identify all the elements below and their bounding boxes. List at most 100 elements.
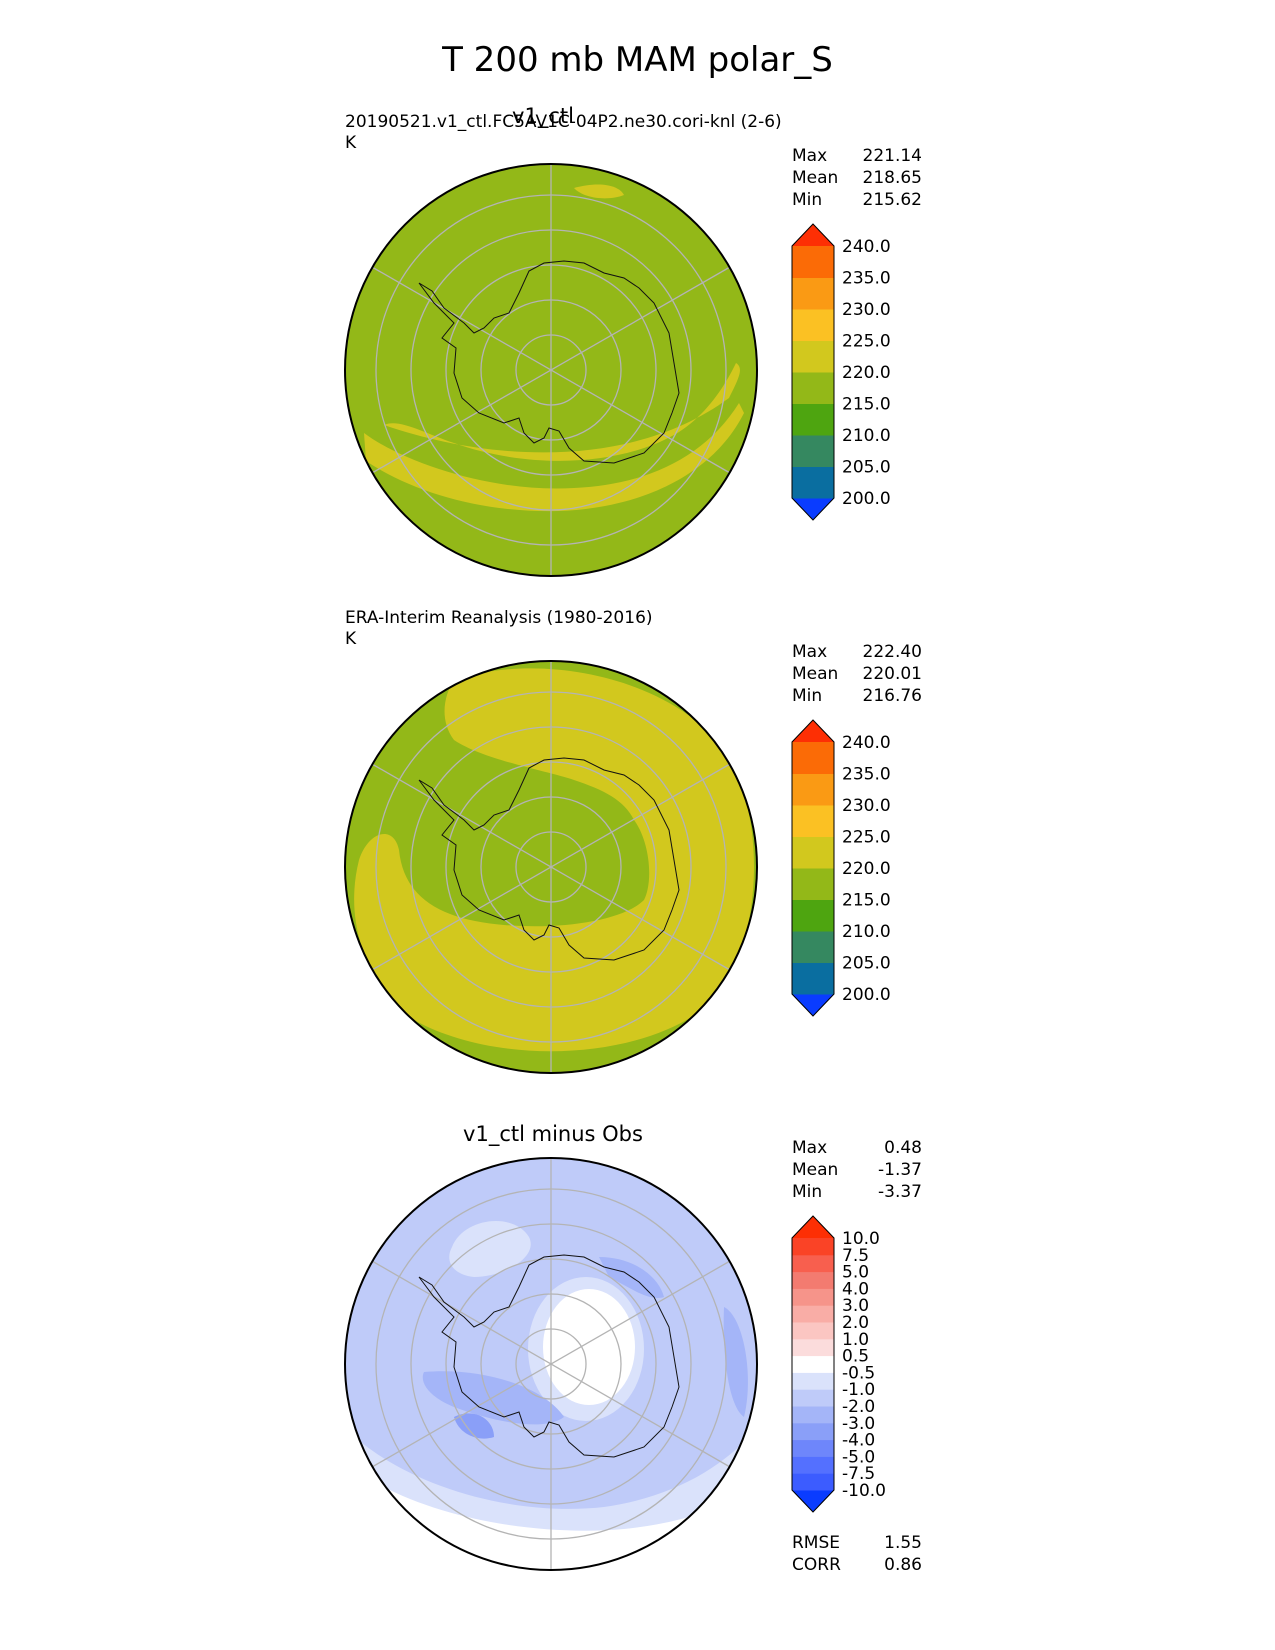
- panel2-colorbar-segment: [792, 836, 834, 869]
- panel2-colorbar-tick-label: 240.0: [842, 733, 891, 753]
- panel3-colorbar-segment: [792, 1355, 834, 1373]
- panel2-stat-mean-label: Mean: [792, 664, 839, 684]
- panel1-colorbar-tick-label: 220.0: [842, 363, 891, 383]
- panel3-rmse-label: RMSE: [792, 1533, 841, 1553]
- panel2-colorbar-tick-label: 220.0: [842, 859, 891, 879]
- panel1-center-title: v1_ctl: [512, 104, 574, 128]
- panel3-colorbar-segment: [792, 1372, 834, 1390]
- panel2-colorbar-segment: [792, 931, 834, 963]
- panel1-left-title: 20190521.v1_ctl.FC5AV1C-04P2.ne30.cori-k…: [345, 112, 782, 154]
- panel2-colorbar-tick-label: 230.0: [842, 796, 891, 816]
- panel2-stat-mean-value: 220.01: [862, 664, 922, 684]
- panel3-colorbar: -10.0-7.5-5.0-4.0-3.0-2.0-1.0-0.50.51.02…: [791, 1215, 886, 1513]
- panel1-colorbar-tick-label: 200.0: [842, 489, 891, 509]
- panel3-stat-min-label: Min: [792, 1182, 823, 1202]
- panel3-pole-near-zero: [543, 1289, 635, 1405]
- panel2-stat-max-value: 222.40: [862, 642, 922, 662]
- panel2-colorbar-extend-high: [792, 720, 834, 742]
- panel2-left-title: ERA-Interim Reanalysis (1980-2016) K: [345, 608, 653, 650]
- panel1-colorbar-segment: [792, 340, 834, 373]
- panel1-arc-lower: [364, 403, 744, 512]
- panel1-stat-min-label: Min: [792, 190, 823, 210]
- panel1-colorbar-segment: [792, 309, 834, 341]
- panel1-colorbar: 200.0 205.0 210.0 215.0 220.0 225.0 230.0 235.0…: [791, 223, 891, 521]
- panel3-colorbar-segment: [792, 1456, 834, 1474]
- panel1-patch-top: [574, 184, 624, 199]
- panel2-map-boundary: [344, 660, 758, 1074]
- panel2-colorbar-segment: [792, 868, 834, 900]
- panel2-colorbar-tick-label: 205.0: [842, 954, 891, 974]
- panel3-colorbar-tick-label: 4.0: [842, 1279, 869, 1299]
- panel1-polar-map: [344, 163, 758, 577]
- panel3-colorbar-tick-label: -1.0: [842, 1380, 875, 1400]
- panel3-colorbar-tick-label: 3.0: [842, 1296, 869, 1316]
- panel2-ring-220-225: [354, 668, 754, 1052]
- panel1-colorbar-extend-high: [792, 224, 834, 246]
- panel2-colorbar-tick-label: 200.0: [842, 985, 891, 1005]
- panel3-colorbar-segment: [792, 1406, 834, 1424]
- panel3-colorbar-segment: [792, 1288, 834, 1306]
- panel3-colorbar-outline: [791, 1215, 835, 1513]
- panel1-stat-max-label: Max: [792, 146, 828, 166]
- panel2-stat-max-label: Max: [792, 642, 828, 662]
- panel3-rmse-value: 1.55: [884, 1533, 922, 1553]
- panel3-colorbar-segment: [792, 1338, 834, 1357]
- panel1-antarctica-coastline: [418, 260, 680, 464]
- panel3-colorbar-segment: [792, 1238, 834, 1256]
- panel3-colorbar-tick-label: -4.0: [842, 1431, 875, 1451]
- panel2-colorbar-segment: [792, 805, 834, 837]
- panel1-model-name: 20190521.v1_ctl.FC5AV1C-04P2.ne30.cori-k…: [345, 112, 782, 132]
- panel1-stat-mean-label: Mean: [792, 168, 839, 188]
- panel1-colorbar-segment: [792, 435, 834, 467]
- panel2-colorbar-extend-low: [792, 994, 834, 1016]
- panel1-colorbar-segment: [792, 466, 834, 499]
- panel3-colorbar-segment: [792, 1254, 834, 1273]
- panel2-antarctica-coastline: [418, 757, 680, 961]
- panel1-units: K: [345, 133, 357, 153]
- panel3-colorbar-tick-label: -10.0: [842, 1481, 886, 1501]
- panel3-stat-mean-value: -1.37: [878, 1160, 922, 1180]
- panel3-stats: Max 0.48 Mean -1.37 Min -3.37: [792, 1137, 922, 1203]
- panel2-colorbar-segment: [792, 962, 834, 995]
- panel2-obs-name: ERA-Interim Reanalysis (1980-2016): [345, 608, 653, 628]
- panel3-colorbar-tick-label: -0.5: [842, 1363, 875, 1383]
- panel3-patch-right-edge: [723, 1307, 748, 1417]
- panel3-corr-label: CORR: [792, 1555, 841, 1575]
- panel1-colorbar-tick-label: 225.0: [842, 332, 891, 352]
- panel1-colorbar-segment: [792, 372, 834, 404]
- panel3-colorbar-tick-label: 1.0: [842, 1330, 869, 1350]
- panel3-colorbar-extend-low: [792, 1490, 834, 1512]
- panel2-stats: Max 222.40 Mean 220.01 Min 216.76: [792, 641, 922, 707]
- panel3-center-title: v1_ctl minus Obs: [463, 1122, 643, 1146]
- panel3-colorbar-segment: [792, 1473, 834, 1491]
- panel3-colorbar-tick-label: 10.0: [842, 1229, 880, 1249]
- panel1-stats: Max 221.14 Mean 218.65 Min 215.62: [792, 145, 922, 211]
- panel1-colorbar-outline: [791, 223, 835, 521]
- panel3-colorbar-segment: [792, 1322, 834, 1340]
- panel3-stat-min-value: -3.37: [878, 1182, 922, 1202]
- panel2-colorbar-tick-label: 215.0: [842, 891, 891, 911]
- panel1-stat-max-value: 221.14: [862, 146, 922, 166]
- panel1-colorbar-tick-label: 215.0: [842, 395, 891, 415]
- panel3-stat-max-value: 0.48: [884, 1138, 922, 1158]
- panel3-colorbar-tick-label: 0.5: [842, 1347, 869, 1367]
- panel1-colorbar-segment: [792, 277, 834, 310]
- panel2-colorbar-segment: [792, 899, 834, 932]
- panel3-patch-minus4-minus3: [454, 1413, 494, 1439]
- panel1-colorbar-tick-label: 205.0: [842, 458, 891, 478]
- panel2-colorbar-outline: [791, 719, 835, 1017]
- panel3-colorbar-tick-label: -7.5: [842, 1464, 875, 1484]
- panel1-colorbar-tick-label: 240.0: [842, 237, 891, 257]
- panel3-patch-topleft: [449, 1220, 531, 1277]
- panel3-polar-map: [344, 1157, 758, 1571]
- panel3-colorbar-segment: [792, 1271, 834, 1289]
- figure-title: T 200 mb MAM polar_S: [442, 40, 833, 80]
- panel3-corr-value: 0.86: [884, 1555, 922, 1575]
- panel1-colorbar-tick-label: 210.0: [842, 426, 891, 446]
- panel2-stat-min-label: Min: [792, 686, 823, 706]
- panel1-map-boundary: [344, 163, 758, 577]
- panel3-map-boundary: [344, 1157, 758, 1571]
- panel2-units: K: [345, 629, 357, 649]
- panel2-colorbar-segment: [792, 773, 834, 806]
- panel2-colorbar-tick-label: 235.0: [842, 765, 891, 785]
